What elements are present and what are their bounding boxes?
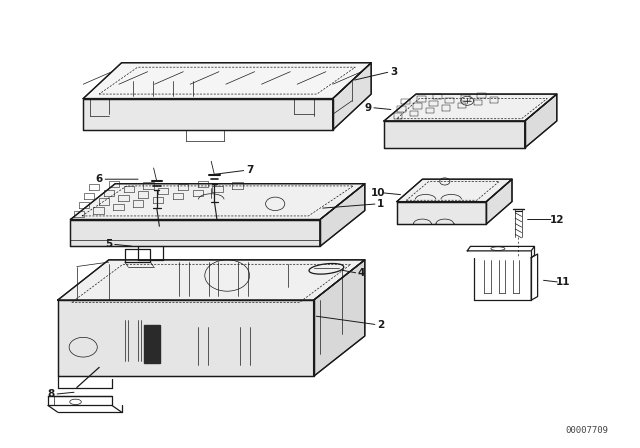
Bar xyxy=(144,325,160,363)
Polygon shape xyxy=(58,260,365,300)
Polygon shape xyxy=(70,184,365,220)
Polygon shape xyxy=(83,63,371,99)
Text: 7: 7 xyxy=(246,165,253,175)
Polygon shape xyxy=(83,99,333,130)
Text: 1: 1 xyxy=(377,199,385,209)
Text: 2: 2 xyxy=(377,320,385,330)
Text: 9: 9 xyxy=(364,103,372,112)
Polygon shape xyxy=(486,179,512,224)
Text: 4: 4 xyxy=(358,268,365,278)
Text: 10: 10 xyxy=(371,188,385,198)
Polygon shape xyxy=(397,179,512,202)
Polygon shape xyxy=(70,220,320,246)
Polygon shape xyxy=(58,300,314,376)
Text: 8: 8 xyxy=(47,389,55,399)
Text: 11: 11 xyxy=(556,277,570,287)
Polygon shape xyxy=(525,94,557,148)
Text: 00007709: 00007709 xyxy=(565,426,608,435)
Text: 12: 12 xyxy=(550,215,564,224)
Polygon shape xyxy=(384,94,557,121)
Polygon shape xyxy=(314,260,365,376)
Text: 5: 5 xyxy=(105,239,113,249)
Text: 3: 3 xyxy=(390,67,397,77)
Polygon shape xyxy=(397,202,486,224)
Polygon shape xyxy=(333,63,371,130)
Polygon shape xyxy=(320,184,365,246)
Text: 6: 6 xyxy=(95,174,103,184)
Polygon shape xyxy=(384,121,525,148)
